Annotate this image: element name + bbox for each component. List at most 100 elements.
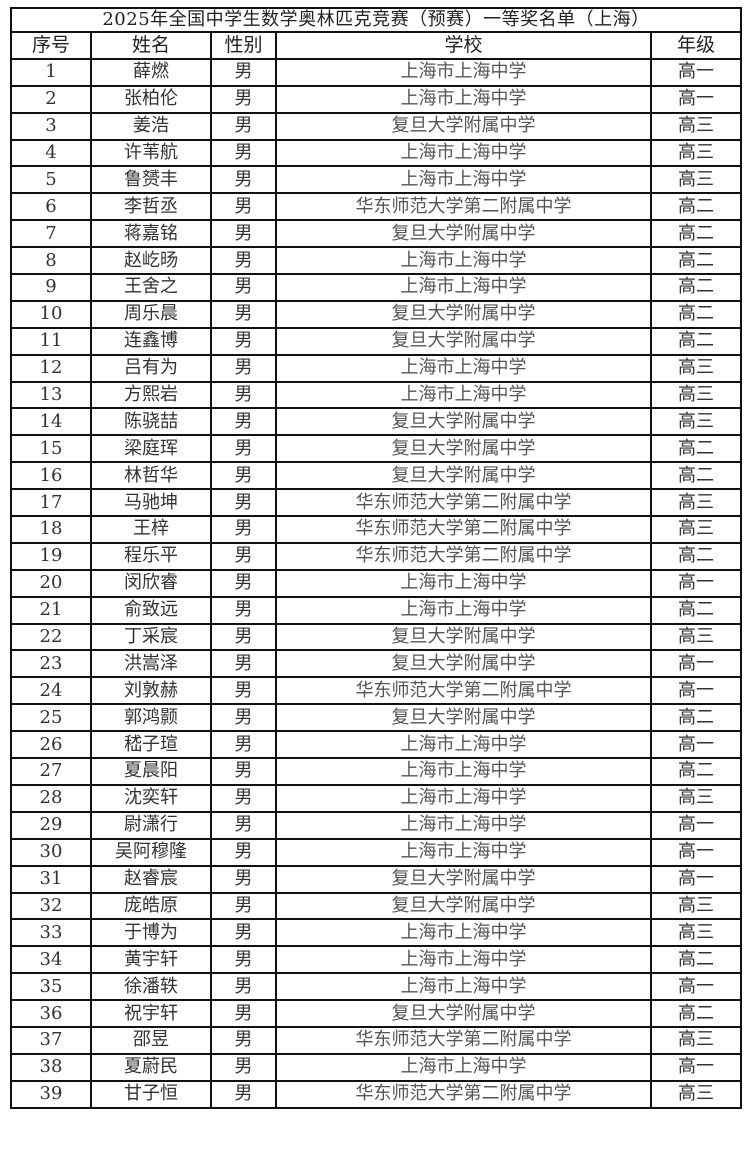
cell-grade: 高三: [649, 111, 743, 141]
table-row: 3 姜浩男复旦大学附属中学 高三: [10, 111, 743, 141]
table-row: 22 丁采宸男复旦大学附属中学 高三: [10, 622, 743, 652]
cell-school: 上海市上海中学: [275, 380, 652, 410]
cell-index: 32: [10, 891, 92, 921]
cell-gender: 男: [210, 246, 277, 276]
cell-grade: 高一: [649, 57, 743, 87]
cell-index: 7: [10, 219, 92, 249]
cell-name: 祝宇轩: [90, 999, 212, 1028]
cell-school: 复旦大学附属中学: [275, 891, 652, 921]
cell-gender: 男: [210, 165, 277, 195]
cell-school: 上海市上海中学: [275, 972, 652, 1002]
cell-index: 9: [10, 273, 92, 302]
cell-name: 赵屹旸: [90, 246, 212, 276]
cell-index: 13: [10, 380, 92, 410]
cell-name: 李哲丞: [90, 192, 212, 222]
table-row: 31 赵睿宸男复旦大学附属中学 高一: [10, 864, 743, 894]
cell-grade: 高三: [649, 515, 743, 544]
table-row: 9 王舍之男上海市上海中学 高二: [10, 273, 743, 302]
column-header-index: 序号: [10, 31, 92, 60]
cell-index: 2: [10, 84, 92, 114]
cell-name: 洪嵩泽: [90, 649, 212, 679]
cell-index: 18: [10, 515, 92, 544]
cell-gender: 男: [210, 273, 277, 302]
table-row: 20 闵欣睿男上海市上海中学 高一: [10, 568, 743, 598]
cell-gender: 男: [210, 407, 277, 437]
cell-school: 复旦大学附属中学: [275, 434, 652, 464]
cell-school: 华东师范大学第二附属中学: [275, 515, 652, 544]
cell-name: 刘敦赫: [90, 676, 212, 706]
cell-grade: 高二: [649, 541, 743, 571]
cell-school: 上海市上海中学: [275, 165, 652, 195]
cell-grade: 高一: [649, 676, 743, 706]
cell-index: 11: [10, 326, 92, 356]
cell-gender: 男: [210, 192, 277, 222]
table-row: 11 连鑫博男复旦大学附属中学 高二: [10, 326, 743, 356]
cell-grade: 高三: [649, 918, 743, 948]
cell-index: 16: [10, 461, 92, 491]
table-row: 32 庞皓原男复旦大学附属中学 高三: [10, 891, 743, 921]
cell-school: 华东师范大学第二附属中学: [275, 541, 652, 571]
cell-grade: 高二: [649, 757, 743, 786]
cell-school: 上海市上海中学: [275, 353, 652, 383]
cell-name: 王舍之: [90, 273, 212, 302]
cell-name: 俞致远: [90, 595, 212, 625]
cell-name: 姜浩: [90, 111, 212, 141]
cell-gender: 男: [210, 380, 277, 410]
cell-school: 华东师范大学第二附属中学: [275, 192, 652, 222]
cell-grade: 高二: [649, 434, 743, 464]
cell-school: 复旦大学附属中学: [275, 326, 652, 356]
cell-name: 马驰坤: [90, 488, 212, 518]
table-row: 38 夏蔚民男上海市上海中学 高一: [10, 1052, 743, 1082]
cell-gender: 男: [210, 219, 277, 249]
cell-gender: 男: [210, 299, 277, 329]
table-body: 1 薛燃男上海市上海中学 高一 2 张柏伦男上海市上海中学 高一 3 姜浩男复旦大学附属中学高…: [10, 57, 743, 1109]
cell-gender: 男: [210, 864, 277, 894]
cell-grade: 高三: [649, 407, 743, 437]
award-list-table: 2025年全国中学生数学奥林匹克竞赛（预赛）一等奖名单（上海） 序号 姓名 性别…: [9, 7, 743, 1109]
cell-school: 上海市上海中学: [275, 757, 652, 786]
cell-gender: 男: [210, 515, 277, 544]
cell-grade: 高二: [649, 461, 743, 491]
cell-name: 徐潘轶: [90, 972, 212, 1002]
cell-name: 薛燃: [90, 57, 212, 87]
column-header-grade: 年级: [649, 31, 743, 60]
cell-grade: 高二: [649, 273, 743, 302]
table-row: 28 沈奕轩男上海市上海中学 高三: [10, 783, 743, 813]
cell-school: 复旦大学附属中学: [275, 999, 652, 1028]
cell-index: 35: [10, 972, 92, 1002]
cell-school: 上海市上海中学: [275, 246, 652, 276]
table-row: 35 徐潘轶男上海市上海中学 高一: [10, 972, 743, 1002]
table-row: 33 于博为男上海市上海中学 高三: [10, 918, 743, 948]
cell-index: 28: [10, 783, 92, 813]
cell-name: 梁庭珲: [90, 434, 212, 464]
cell-gender: 男: [210, 434, 277, 464]
cell-gender: 男: [210, 622, 277, 652]
cell-index: 27: [10, 757, 92, 786]
table-row: 5 鲁赟丰男上海市上海中学 高三: [10, 165, 743, 195]
cell-gender: 男: [210, 488, 277, 518]
cell-gender: 男: [210, 757, 277, 786]
cell-grade: 高二: [649, 703, 743, 733]
cell-grade: 高三: [649, 1025, 743, 1055]
cell-grade: 高一: [649, 837, 743, 867]
cell-gender: 男: [210, 461, 277, 491]
header-row: 序号 姓名 性别 学校 年级: [10, 31, 743, 60]
cell-gender: 男: [210, 57, 277, 87]
cell-index: 23: [10, 649, 92, 679]
cell-school: 上海市上海中学: [275, 945, 652, 975]
table-row: 29 尉潇行男上海市上海中学 高一: [10, 810, 743, 840]
cell-school: 复旦大学附属中学: [275, 219, 652, 249]
cell-index: 37: [10, 1025, 92, 1055]
cell-name: 甘子恒: [90, 1079, 212, 1109]
cell-grade: 高三: [649, 891, 743, 921]
table-row: 17 马驰坤男华东师范大学第二附属中学 高三: [10, 488, 743, 518]
table-row: 12 吕有为男上海市上海中学 高三: [10, 353, 743, 383]
cell-gender: 男: [210, 595, 277, 625]
cell-school: 上海市上海中学: [275, 837, 652, 867]
cell-grade: 高一: [649, 810, 743, 840]
cell-school: 复旦大学附属中学: [275, 461, 652, 491]
cell-gender: 男: [210, 1079, 277, 1109]
table-row: 1 薛燃男上海市上海中学 高一: [10, 57, 743, 87]
cell-name: 嵇子瑄: [90, 730, 212, 760]
cell-index: 17: [10, 488, 92, 518]
